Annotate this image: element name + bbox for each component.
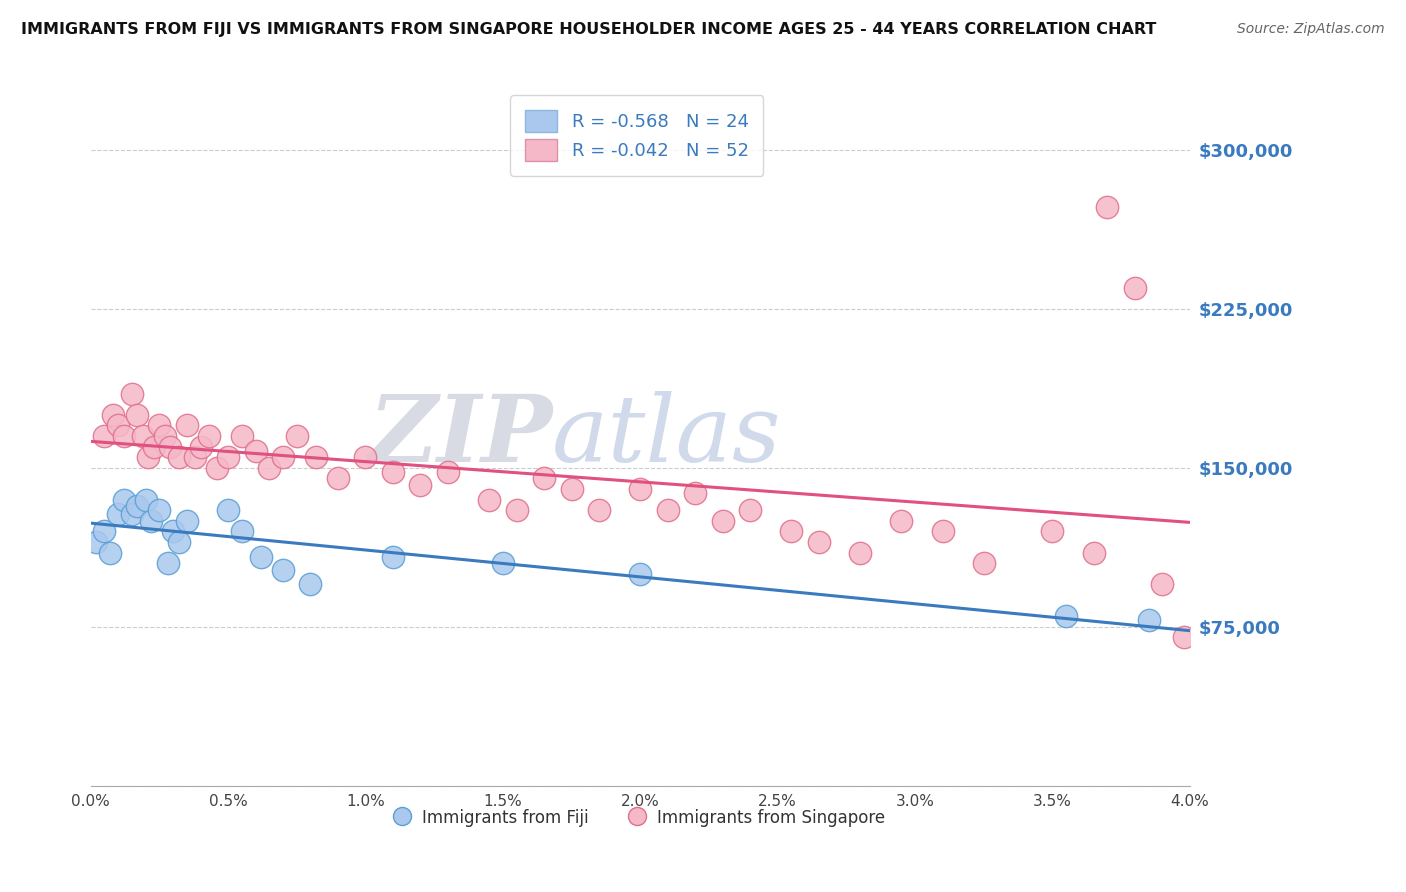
Point [132,429,155,443]
Point [159,440,181,454]
Point [142,440,165,454]
Point [271,450,294,465]
Point [257,461,280,475]
Point [153,429,176,443]
Point [305,450,328,465]
Point [354,450,377,465]
Text: IMMIGRANTS FROM FIJI VS IMMIGRANTS FROM SINGAPORE HOUSEHOLDER INCOME AGES 25 - 4: IMMIGRANTS FROM FIJI VS IMMIGRANTS FROM … [21,22,1157,37]
Point [135,492,157,507]
Point [231,429,253,443]
Point [1123,281,1146,295]
Point [505,503,527,517]
Point [1054,609,1077,624]
Point [807,535,830,549]
Point [112,492,135,507]
Point [231,524,253,539]
Point [1042,524,1064,539]
Point [588,503,610,517]
Point [93,429,115,443]
Point [245,444,267,458]
Point [381,465,404,479]
Point [136,450,159,465]
Point [127,499,149,513]
Point [492,556,515,570]
Point [205,461,228,475]
Point [176,418,198,433]
Point [107,508,129,522]
Point [1097,200,1119,214]
Point [98,546,121,560]
Point [931,524,953,539]
Point [121,386,143,401]
Point [561,482,583,496]
Point [657,503,679,517]
Point [711,514,734,528]
Point [1137,614,1160,628]
Point [1083,546,1105,560]
Text: atlas: atlas [553,391,782,481]
Point [148,418,170,433]
Point [112,429,135,443]
Point [326,471,349,485]
Point [1152,577,1174,591]
Point [93,524,115,539]
Point [217,450,239,465]
Point [437,465,460,479]
Point [533,471,555,485]
Point [167,450,190,465]
Point [780,524,803,539]
Point [167,535,190,549]
Point [107,418,129,433]
Legend: Immigrants from Fiji, Immigrants from Singapore: Immigrants from Fiji, Immigrants from Si… [388,802,891,833]
Point [156,556,179,570]
Point [740,503,762,517]
Point [628,482,651,496]
Point [683,486,706,500]
Point [1173,631,1195,645]
Point [197,429,219,443]
Point [84,535,107,549]
Point [176,514,198,528]
Point [381,549,404,564]
Text: Source: ZipAtlas.com: Source: ZipAtlas.com [1237,22,1385,37]
Point [299,577,322,591]
Point [190,440,212,454]
Point [139,514,162,528]
Point [285,429,308,443]
Point [478,492,501,507]
Point [409,478,432,492]
Point [101,408,124,422]
Point [127,408,149,422]
Point [250,549,273,564]
Point [148,503,170,517]
Point [184,450,207,465]
Point [973,556,995,570]
Point [217,503,239,517]
Text: ZIP: ZIP [368,391,553,481]
Point [628,566,651,581]
Point [849,546,872,560]
Point [162,524,184,539]
Point [890,514,912,528]
Point [271,563,294,577]
Point [121,508,143,522]
